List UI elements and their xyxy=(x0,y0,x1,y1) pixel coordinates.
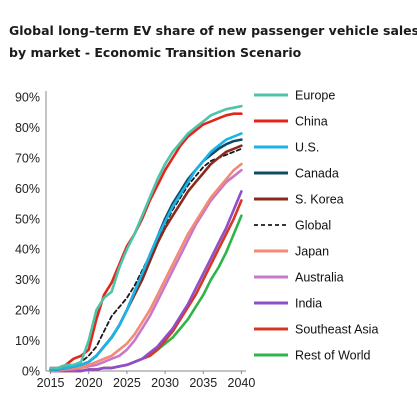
series-line-japan xyxy=(49,162,243,371)
legend-label: Europe xyxy=(295,89,335,103)
x-tick-label: 2035 xyxy=(189,376,217,390)
y-tick-label: 0% xyxy=(22,365,40,379)
x-axis-tick-labels: 2015 2020 2025 2030 2035 2040 xyxy=(37,371,256,390)
legend-item-china: China xyxy=(254,115,328,129)
legend-item-global: Global xyxy=(254,219,331,233)
y-tick-label: 10% xyxy=(15,334,40,348)
y-tick-label: 40% xyxy=(15,243,40,257)
series-line-u-s xyxy=(49,132,243,371)
y-axis-tick-labels: 0% 10% 20% 30% 40% 50% 60% 70% 80% 90% xyxy=(15,91,40,379)
y-tick-label: 20% xyxy=(15,304,40,318)
legend-item-australia: Australia xyxy=(254,271,344,285)
series-line-s-korea xyxy=(49,144,243,371)
legend-label: Global xyxy=(295,219,331,233)
legend-item-u-s: U.S. xyxy=(254,141,319,155)
y-tick-label: 80% xyxy=(15,121,40,135)
legend-item-s-korea: S. Korea xyxy=(254,193,344,207)
chart-legend: Europe China U.S. Canada S. Korea Global Japan… xyxy=(254,89,378,363)
legend-label: Southeast Asia xyxy=(295,323,378,337)
legend-item-japan: Japan xyxy=(254,245,329,259)
y-tick-label: 60% xyxy=(15,182,40,196)
legend-label: Australia xyxy=(295,271,344,285)
x-tick-label: 2015 xyxy=(37,376,65,390)
series-line-rest-of-world xyxy=(49,214,243,373)
series-line-europe xyxy=(49,104,243,370)
chart-axes xyxy=(45,91,246,372)
y-tick-label: 70% xyxy=(15,151,40,165)
chart-title-line2: by market - Economic Transition Scenario xyxy=(9,45,302,60)
y-tick-label: 30% xyxy=(15,273,40,287)
legend-item-southeast-asia: Southeast Asia xyxy=(254,323,378,337)
y-tick-label: 90% xyxy=(15,91,40,105)
legend-label: Rest of World xyxy=(295,349,371,363)
chart-title: Global long–term EV share of new passeng… xyxy=(9,20,417,64)
legend-label: S. Korea xyxy=(295,193,344,207)
legend-label: Canada xyxy=(295,167,339,181)
series-line-southeast-asia xyxy=(49,199,243,373)
legend-item-canada: Canada xyxy=(254,167,339,181)
legend-label: U.S. xyxy=(295,141,319,155)
legend-label: China xyxy=(295,115,328,129)
x-tick-label: 2025 xyxy=(113,376,141,390)
x-tick-label: 2040 xyxy=(228,376,256,390)
legend-item-europe: Europe xyxy=(254,89,335,103)
x-tick-label: 2020 xyxy=(75,376,103,390)
legend-label: Japan xyxy=(295,245,329,259)
x-tick-label: 2030 xyxy=(151,376,179,390)
legend-label: India xyxy=(295,297,322,311)
chart-title-line1: Global long–term EV share of new passeng… xyxy=(9,23,417,38)
series-line-india xyxy=(49,190,243,373)
legend-item-india: India xyxy=(254,297,322,311)
series-lines xyxy=(49,104,243,373)
y-tick-label: 50% xyxy=(15,212,40,226)
legend-item-rest-of-world: Rest of World xyxy=(254,349,371,363)
